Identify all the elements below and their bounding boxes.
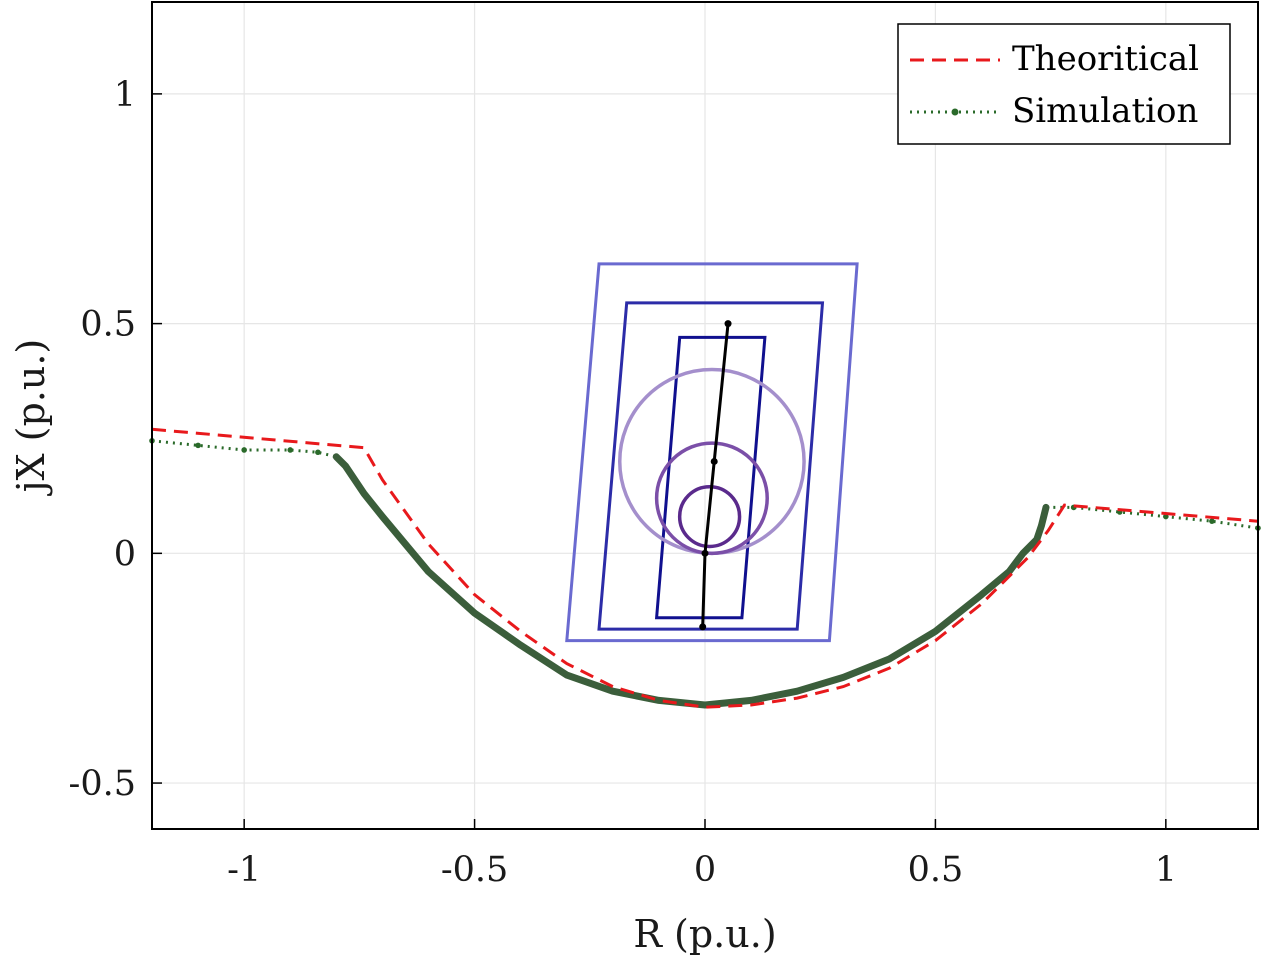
simulation-point-29	[1163, 513, 1169, 520]
simulation-point-3	[287, 447, 294, 453]
mho-circles	[617, 367, 806, 556]
simulation-point-30	[1209, 518, 1215, 524]
line-impedance-point-0	[699, 623, 707, 631]
series	[149, 427, 1261, 709]
x-tick-label-4: 1	[1155, 850, 1177, 890]
line-impedance-point-1	[701, 549, 709, 557]
legend-marker-simulation	[951, 108, 959, 116]
zone-inner	[654, 335, 767, 620]
zone-outer	[565, 262, 859, 643]
series-theoritical	[151, 427, 1259, 709]
line-impedance-path	[701, 323, 730, 627]
x-tick-label-3: 0.5	[908, 850, 964, 890]
mho-medium	[654, 441, 769, 556]
legend: Theoritical Simulation	[897, 23, 1231, 145]
series-simulation-thick	[332, 453, 1050, 709]
line-impedance	[699, 320, 732, 631]
x-axis-label: R (p.u.)	[633, 912, 776, 956]
y-tick-label-2: 0.5	[80, 305, 136, 345]
y-tick-label-0: -0.5	[69, 764, 137, 804]
x-tick-label-0: -1	[227, 850, 261, 890]
zone-middle	[597, 301, 825, 631]
line-impedance-point-2	[710, 457, 718, 465]
legend-box	[897, 23, 1231, 145]
simulation-point-2	[241, 447, 247, 453]
x-tick-label-2: 0	[694, 850, 716, 890]
x-tick-label-1: -0.5	[441, 850, 509, 890]
protection-zones	[565, 262, 859, 643]
legend-label-theoritical: Theoritical	[1012, 39, 1199, 79]
line-impedance-point-3	[724, 320, 732, 328]
mho-small	[677, 484, 742, 549]
y-tick-label-1: 0	[114, 534, 136, 574]
simulation-point-4	[315, 449, 321, 456]
legend-label-simulation: Simulation	[1012, 91, 1198, 131]
y-axis-label: jX (p.u.)	[9, 339, 53, 497]
simulation-point-1	[195, 442, 201, 449]
ticks: -1 -0.5 0 0.5 1 -0.5 0 0.5 1	[69, 75, 1177, 890]
y-tick-label-3: 1	[114, 75, 136, 115]
